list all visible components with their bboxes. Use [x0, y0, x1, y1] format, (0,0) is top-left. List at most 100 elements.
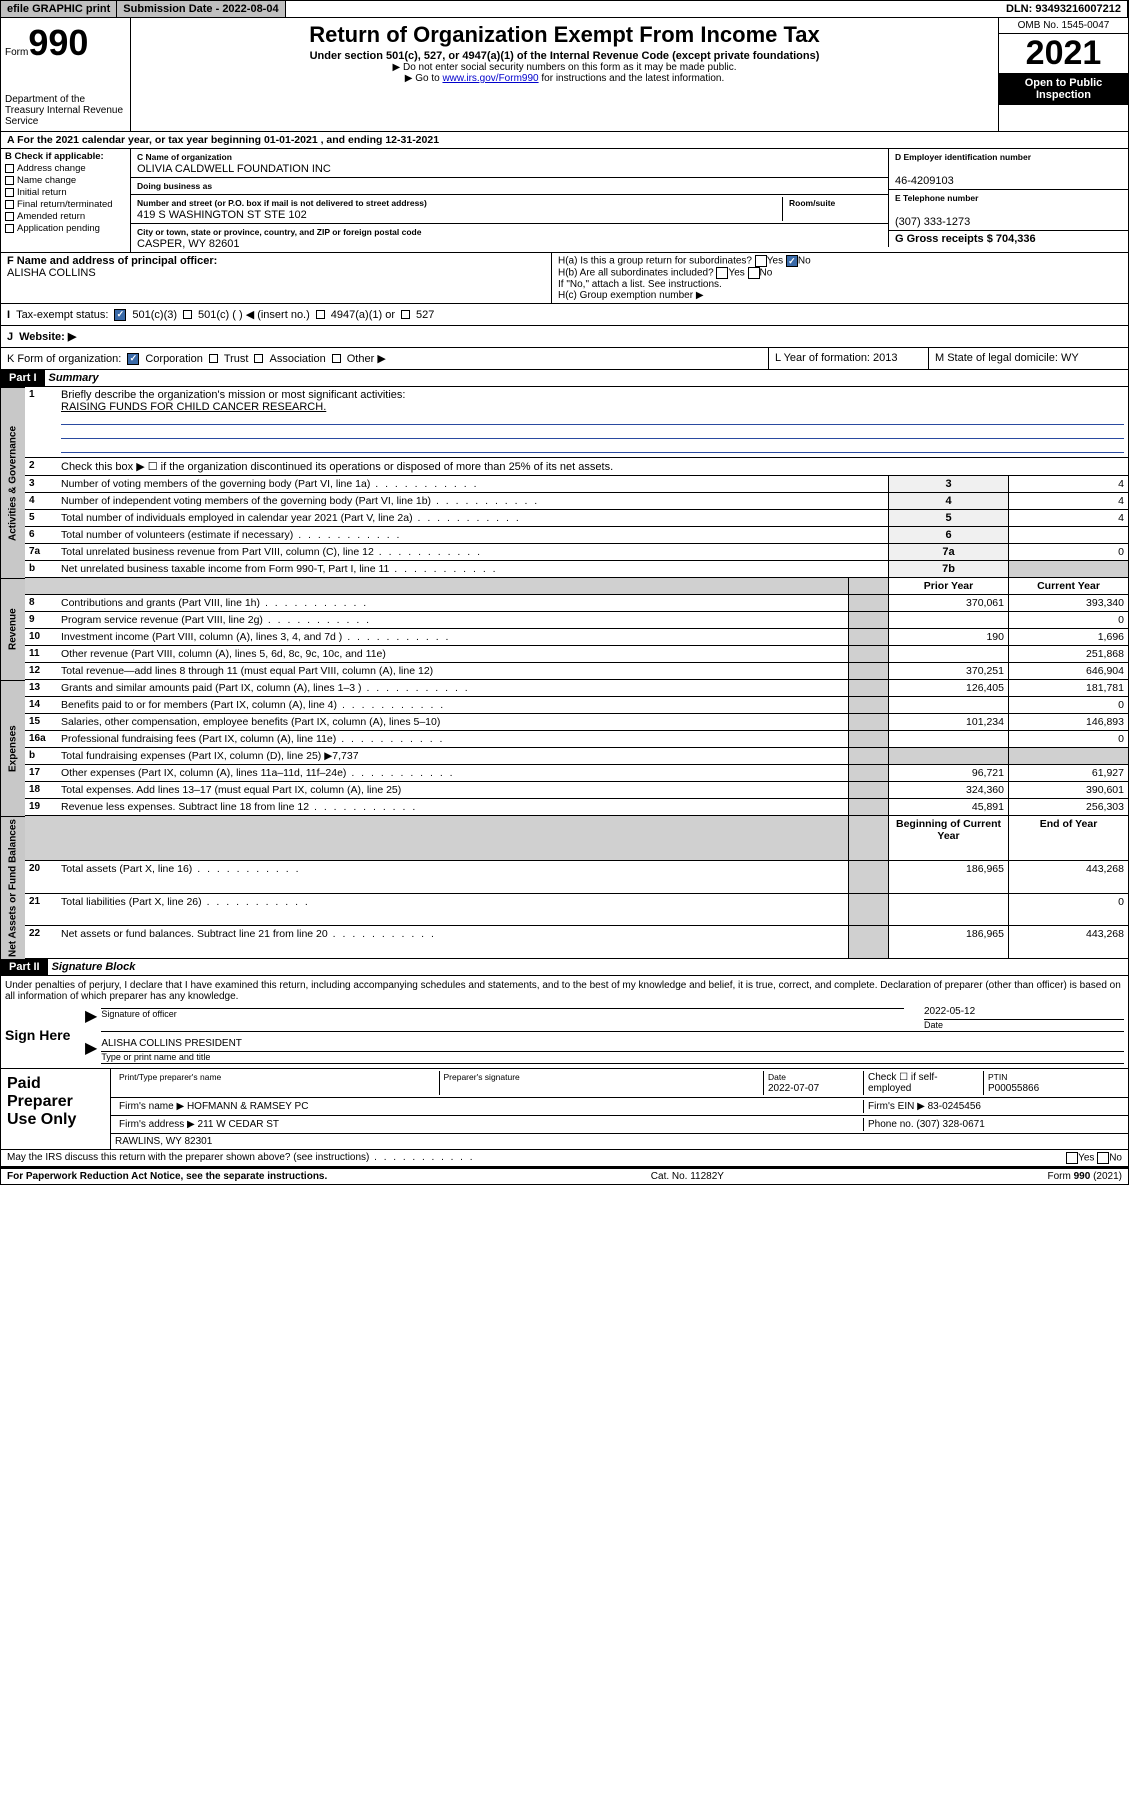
row-klm: K Form of organization: ✓Corporation Tru… [0, 348, 1129, 370]
efile-print-button[interactable]: efile GRAPHIC print [1, 1, 117, 17]
p8: 370,061 [888, 595, 1008, 612]
chk-name[interactable] [5, 176, 14, 185]
sig-officer-label: Signature of officer [101, 1009, 176, 1019]
top-bar: efile GRAPHIC print Submission Date - 20… [0, 0, 1129, 18]
form-word: Form [5, 47, 28, 58]
date-label: Date [924, 1020, 943, 1030]
submission-date: Submission Date - 2022-08-04 [117, 1, 285, 17]
firm-addr1: 211 W CEDAR ST [198, 1119, 280, 1130]
city-label: City or town, state or province, country… [137, 227, 421, 237]
chk-501c3[interactable]: ✓ [114, 309, 126, 321]
section-abcdeg: B Check if applicable: Address change Na… [0, 149, 1129, 253]
chk-final[interactable] [5, 200, 14, 209]
r10: Investment income (Part VIII, column (A)… [57, 629, 848, 646]
chk-address[interactable] [5, 164, 14, 173]
sig-date: 2022-05-12 [924, 1006, 975, 1017]
part1-title: Summary [49, 372, 99, 384]
c14: 0 [1008, 697, 1128, 714]
paid-label: Paid Preparer Use Only [1, 1069, 111, 1149]
boc-hdr: Beginning of Current Year [888, 816, 1008, 861]
form-title: Return of Organization Exempt From Incom… [135, 22, 994, 48]
note-link: ▶ Go to www.irs.gov/Form990 for instruct… [135, 73, 994, 84]
chk-corp[interactable]: ✓ [127, 353, 139, 365]
org-name: OLIVIA CALDWELL FOUNDATION INC [137, 163, 331, 175]
firm-ein: 83-0245456 [928, 1101, 981, 1112]
r18: Total expenses. Add lines 13–17 (must eq… [57, 782, 848, 799]
prep-date: 2022-07-07 [768, 1083, 819, 1094]
part1-label: Part I [1, 370, 45, 386]
chk-assoc[interactable] [254, 354, 263, 363]
c13: 181,781 [1008, 680, 1128, 697]
part2-header: Part II Signature Block [0, 959, 1129, 976]
state-domicile: M State of legal domicile: WY [928, 348, 1128, 369]
suite-label: Room/suite [789, 198, 835, 208]
r22: Net assets or fund balances. Subtract li… [57, 926, 848, 959]
firm-name: HOFMANN & RAMSEY PC [187, 1101, 309, 1112]
vtab-expenses: Expenses [1, 680, 25, 816]
phone: (307) 333-1273 [895, 216, 970, 228]
omb-number: OMB No. 1545-0047 [999, 18, 1128, 34]
ha-no[interactable]: ✓ [786, 255, 798, 267]
r15: Salaries, other compensation, employee b… [57, 714, 848, 731]
ha-yes[interactable] [755, 255, 767, 267]
p14 [888, 697, 1008, 714]
arrow-icon: ▶ [85, 1006, 97, 1032]
v4: 4 [1008, 493, 1128, 510]
chk-other[interactable] [332, 354, 341, 363]
chk-4947[interactable] [316, 310, 325, 319]
discuss-yes[interactable] [1066, 1152, 1078, 1164]
irs-link[interactable]: www.irs.gov/Form990 [442, 73, 538, 84]
p21 [888, 894, 1008, 927]
chk-amended[interactable] [5, 212, 14, 221]
v7a: 0 [1008, 544, 1128, 561]
r13: Grants and similar amounts paid (Part IX… [57, 680, 848, 697]
c18: 390,601 [1008, 782, 1128, 799]
part2-label: Part II [1, 959, 48, 975]
arrow-icon: ▶ [85, 1038, 97, 1064]
hb-note: If "No," attach a list. See instructions… [558, 279, 1122, 290]
firm-addr2: RAWLINS, WY 82301 [115, 1136, 1124, 1147]
website-label: Website: ▶ [19, 330, 76, 343]
paperwork-notice: For Paperwork Reduction Act Notice, see … [7, 1171, 327, 1182]
p16a [888, 731, 1008, 748]
c12: 646,904 [1008, 663, 1128, 680]
c8: 393,340 [1008, 595, 1128, 612]
chk-initial[interactable] [5, 188, 14, 197]
r4: Number of independent voting members of … [57, 493, 888, 510]
form-header: Form990 Department of the Treasury Inter… [0, 18, 1129, 132]
chk-pending[interactable] [5, 224, 14, 233]
v5: 4 [1008, 510, 1128, 527]
hb-yes[interactable] [716, 267, 728, 279]
p10: 190 [888, 629, 1008, 646]
p19: 45,891 [888, 799, 1008, 816]
r3: Number of voting members of the governin… [57, 476, 888, 493]
discuss-label: May the IRS discuss this return with the… [7, 1152, 475, 1164]
v6 [1008, 527, 1128, 544]
c9: 0 [1008, 612, 1128, 629]
r19: Revenue less expenses. Subtract line 18 … [57, 799, 848, 816]
sign-here: Sign Here [5, 1006, 85, 1064]
chk-527[interactable] [401, 310, 410, 319]
hb-no[interactable] [748, 267, 760, 279]
form-subtitle: Under section 501(c), 527, or 4947(a)(1)… [135, 50, 994, 62]
eoy-hdr: End of Year [1008, 816, 1128, 861]
c10: 1,696 [1008, 629, 1128, 646]
vtab-revenue: Revenue [1, 578, 25, 680]
r5: Total number of individuals employed in … [57, 510, 888, 527]
chk-trust[interactable] [209, 354, 218, 363]
line-a: A For the 2021 calendar year, or tax yea… [0, 132, 1129, 149]
form-number: 990 [28, 22, 88, 63]
p15: 101,234 [888, 714, 1008, 731]
hc-label: H(c) Group exemption number ▶ [558, 290, 1122, 301]
p17: 96,721 [888, 765, 1008, 782]
prep-self-employed: Check ☐ if self-employed [864, 1071, 984, 1095]
officer-name: ALISHA COLLINS [7, 267, 96, 279]
discuss-row: May the IRS discuss this return with the… [0, 1150, 1129, 1167]
discuss-no[interactable] [1097, 1152, 1109, 1164]
firm-phone: (307) 328-0671 [916, 1119, 984, 1130]
chk-501c[interactable] [183, 310, 192, 319]
gross-receipts: G Gross receipts $ 704,336 [895, 233, 1036, 245]
r2: Check this box ▶ ☐ if the organization d… [57, 458, 1128, 476]
part2-title: Signature Block [52, 961, 136, 973]
curr-hdr: Current Year [1008, 578, 1128, 595]
